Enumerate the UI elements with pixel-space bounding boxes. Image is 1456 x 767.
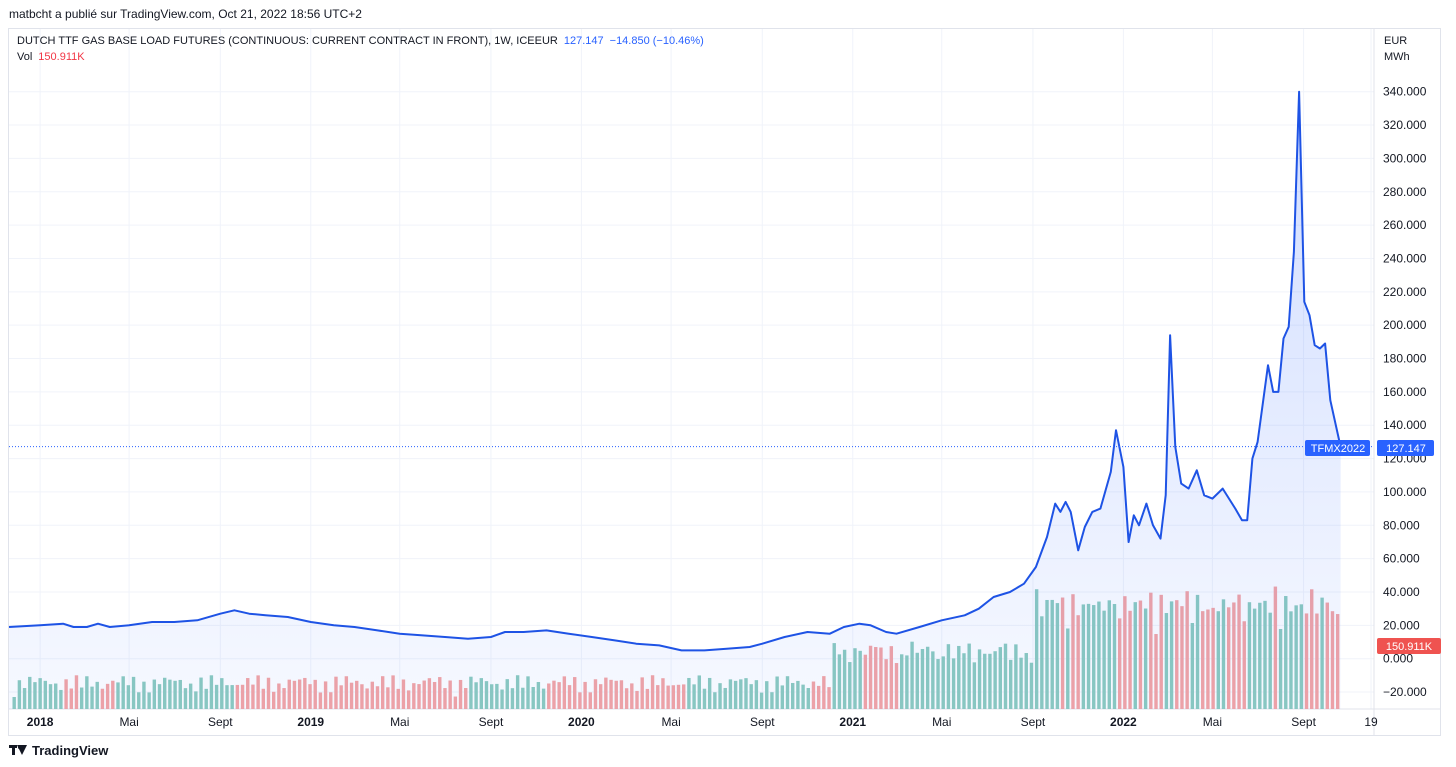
brand-name: TradingView — [32, 743, 109, 758]
y-tick-label: 140.000 — [1383, 418, 1427, 432]
y-tick-label: 240.000 — [1383, 251, 1427, 265]
x-tick-label: Sept — [750, 715, 775, 729]
y-tick-label: 40.000 — [1383, 585, 1420, 599]
x-tick-label: Sept — [479, 715, 504, 729]
y-tick-label: 0.000 — [1383, 652, 1413, 666]
x-tick-label: Sept — [1291, 715, 1316, 729]
last-price: 127.147 — [563, 35, 604, 47]
y-tick-label: 60.000 — [1383, 552, 1420, 566]
x-tick-label: 19 — [1364, 715, 1378, 729]
y-tick-label: −20.000 — [1383, 685, 1427, 699]
x-tick-label: Sept — [208, 715, 233, 729]
x-axis: 2018 Mai Sept 2019 Mai Sept 2020 Mai Sept 2021 Mai… — [27, 715, 1378, 729]
price-badge-bg — [1377, 440, 1434, 456]
x-tick-label: Mai — [661, 715, 680, 729]
volume-badge-bg — [1377, 638, 1441, 654]
unit-currency: EUR — [1384, 35, 1408, 47]
y-tick-label: 340.000 — [1383, 85, 1427, 99]
price-unit: EUR MWh — [1384, 33, 1410, 65]
volume-value: 150.911K — [38, 51, 85, 63]
tradingview-logo-icon — [9, 744, 27, 757]
chart-legend: DUTCH TTF GAS BASE LOAD FUTURES (CONTINU… — [17, 33, 704, 65]
grid-lines — [9, 29, 1441, 736]
y-tick-label: 280.000 — [1383, 185, 1427, 199]
x-tick-label: 2021 — [839, 715, 866, 729]
symbol-badge: TFMX2022 — [1311, 443, 1365, 455]
unit-energy: MWh — [1384, 51, 1410, 63]
footer-brand[interactable]: TradingView — [9, 743, 108, 758]
chart-frame — [8, 28, 1441, 736]
chart-title: DUTCH TTF GAS BASE LOAD FUTURES (CONTINU… — [17, 35, 558, 47]
price-series — [8, 90, 1374, 709]
publisher-line: matbcht a publié sur TradingView.com, Oc… — [9, 7, 362, 21]
volume-label: Vol — [17, 51, 33, 63]
price-badge: 127.147 — [1386, 443, 1426, 455]
y-tick-label: 260.000 — [1383, 218, 1427, 232]
y-tick-label: 180.000 — [1383, 352, 1427, 366]
y-tick-label: 200.000 — [1383, 318, 1427, 332]
x-tick-label: 2019 — [297, 715, 324, 729]
y-tick-label: 220.000 — [1383, 285, 1427, 299]
x-tick-label: Mai — [390, 715, 409, 729]
y-tick-label: 300.000 — [1383, 151, 1427, 165]
x-tick-label: 2020 — [568, 715, 595, 729]
x-tick-label: Sept — [1021, 715, 1046, 729]
x-tick-label: Mai — [1203, 715, 1222, 729]
x-tick-label: 2022 — [1110, 715, 1137, 729]
price-change: −14.850 (−10.46%) — [609, 35, 704, 47]
x-tick-label: Mai — [932, 715, 951, 729]
y-axis: 340.000 320.000 300.000 280.000 260.000 240.0… — [1383, 85, 1427, 699]
price-area — [9, 91, 1341, 709]
symbol-badge-bg — [1305, 440, 1370, 456]
y-tick-label: 80.000 — [1383, 518, 1420, 532]
y-tick-label: 20.000 — [1383, 618, 1420, 632]
volume-badge: 150.911K — [1386, 641, 1433, 653]
y-tick-label: 100.000 — [1383, 485, 1427, 499]
price-badges: TFMX2022 127.147 150.911K — [1305, 440, 1441, 654]
price-line — [8, 90, 1342, 652]
x-tick-label: Mai — [119, 715, 138, 729]
y-tick-label: 320.000 — [1383, 118, 1427, 132]
x-tick-label: 2018 — [27, 715, 54, 729]
y-tick-label: 160.000 — [1383, 385, 1427, 399]
